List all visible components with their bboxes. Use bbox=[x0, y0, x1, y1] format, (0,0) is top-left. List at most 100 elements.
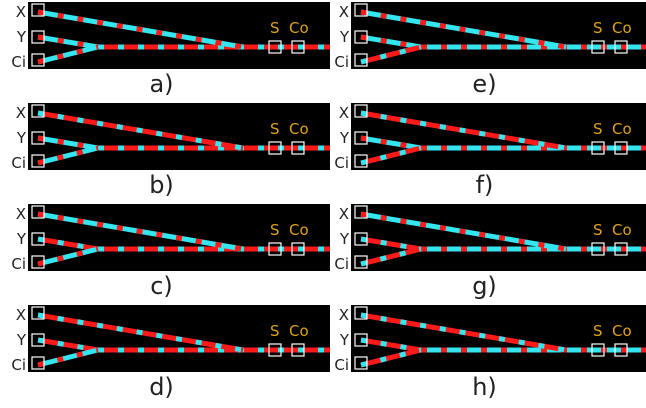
circuit-panel: X Y Ci S Co c) bbox=[0, 202, 330, 304]
wire-low bbox=[37, 34, 99, 50]
circuit-screen: S Co bbox=[28, 204, 330, 271]
output-label: S bbox=[593, 19, 603, 37]
panel-caption: g) bbox=[472, 272, 497, 300]
output-label: Co bbox=[289, 19, 309, 37]
wire-low bbox=[37, 246, 99, 267]
input-label: Ci bbox=[334, 356, 349, 374]
input-x-box bbox=[31, 306, 45, 320]
output-s-box bbox=[268, 343, 282, 357]
input-x-box bbox=[31, 3, 45, 17]
input-ci-box bbox=[31, 356, 45, 370]
wire-high bbox=[360, 236, 422, 252]
input-label: Y bbox=[339, 28, 349, 46]
input-label: Ci bbox=[334, 255, 349, 273]
input-label: X bbox=[338, 306, 349, 324]
wire-low bbox=[37, 44, 99, 65]
panel-caption: h) bbox=[472, 373, 497, 401]
wire-high bbox=[360, 44, 422, 65]
input-label: Ci bbox=[11, 53, 26, 71]
output-co-box bbox=[291, 343, 305, 357]
input-ci-box bbox=[31, 53, 45, 67]
circuit-panel: X Y Ci S Co a) bbox=[0, 0, 330, 102]
wire-dash bbox=[360, 110, 567, 151]
circuit-wires bbox=[354, 104, 646, 168]
wire-high bbox=[37, 337, 99, 353]
panel-caption: c) bbox=[150, 272, 173, 300]
circuit-panel: X Y Ci S Co h) bbox=[323, 303, 646, 405]
output-label: Co bbox=[612, 322, 632, 340]
output-co-box bbox=[614, 141, 628, 155]
wire-low bbox=[37, 135, 99, 151]
output-label: S bbox=[270, 120, 280, 138]
circuit-panel: X Y Ci S Co d) bbox=[0, 303, 330, 405]
circuit-wires bbox=[31, 104, 330, 168]
input-ci-box bbox=[354, 53, 368, 67]
input-ci-box bbox=[31, 255, 45, 269]
circuit-wires bbox=[354, 205, 646, 269]
wire-low bbox=[37, 145, 99, 166]
circuit-wires bbox=[31, 205, 330, 269]
input-y-box bbox=[354, 131, 368, 145]
input-label: Ci bbox=[11, 154, 26, 172]
output-s-box bbox=[268, 242, 282, 256]
wire-low bbox=[360, 135, 422, 151]
circuit-panel: X Y Ci S Co f) bbox=[323, 101, 646, 203]
input-y-box bbox=[31, 131, 45, 145]
output-label: S bbox=[270, 19, 280, 37]
input-x-box bbox=[31, 205, 45, 219]
output-label: S bbox=[593, 322, 603, 340]
wire-low bbox=[360, 34, 422, 50]
output-label: Co bbox=[612, 19, 632, 37]
output-co-box bbox=[614, 343, 628, 357]
input-label: X bbox=[338, 104, 349, 122]
input-label: X bbox=[15, 306, 26, 324]
output-label: Co bbox=[612, 120, 632, 138]
input-label: Ci bbox=[334, 154, 349, 172]
circuit-screen: S Co bbox=[28, 305, 330, 372]
input-label: Ci bbox=[11, 356, 26, 374]
input-x-box bbox=[354, 205, 368, 219]
output-label: S bbox=[593, 221, 603, 239]
output-co-box bbox=[291, 141, 305, 155]
circuit-wires bbox=[354, 3, 646, 67]
input-ci-box bbox=[354, 356, 368, 370]
input-x-box bbox=[31, 104, 45, 118]
panel-caption: f) bbox=[475, 171, 494, 199]
output-co-box bbox=[291, 40, 305, 54]
circuit-screen: S Co bbox=[351, 103, 646, 170]
wire-high bbox=[360, 145, 422, 166]
wire-high bbox=[360, 337, 422, 353]
input-label: Y bbox=[16, 129, 26, 147]
input-label: Y bbox=[16, 331, 26, 349]
input-label: Y bbox=[339, 230, 349, 248]
input-label: X bbox=[15, 205, 26, 223]
input-label: Ci bbox=[11, 255, 26, 273]
wire-dash bbox=[37, 9, 244, 50]
output-label: Co bbox=[612, 221, 632, 239]
panel-caption: a) bbox=[149, 70, 174, 98]
input-label: Y bbox=[16, 230, 26, 248]
output-s-box bbox=[268, 40, 282, 54]
circuit-screen: S Co bbox=[351, 2, 646, 69]
output-label: Co bbox=[289, 322, 309, 340]
wire-high bbox=[360, 246, 422, 267]
input-y-box bbox=[31, 232, 45, 246]
panel-caption: e) bbox=[472, 70, 497, 98]
circuit-wires bbox=[354, 306, 646, 370]
output-s-box bbox=[591, 40, 605, 54]
output-co-box bbox=[614, 242, 628, 256]
output-s-box bbox=[591, 141, 605, 155]
output-s-box bbox=[591, 242, 605, 256]
panel-caption: d) bbox=[149, 373, 174, 401]
circuit-screen: S Co bbox=[351, 204, 646, 271]
input-y-box bbox=[31, 333, 45, 347]
wire-low bbox=[37, 347, 99, 368]
wire-dash bbox=[360, 211, 567, 252]
input-x-box bbox=[354, 104, 368, 118]
input-ci-box bbox=[354, 255, 368, 269]
output-s-box bbox=[591, 343, 605, 357]
input-ci-box bbox=[354, 154, 368, 168]
circuit-panel: X Y Ci S Co e) bbox=[323, 0, 646, 102]
input-y-box bbox=[354, 333, 368, 347]
input-label: X bbox=[15, 3, 26, 21]
